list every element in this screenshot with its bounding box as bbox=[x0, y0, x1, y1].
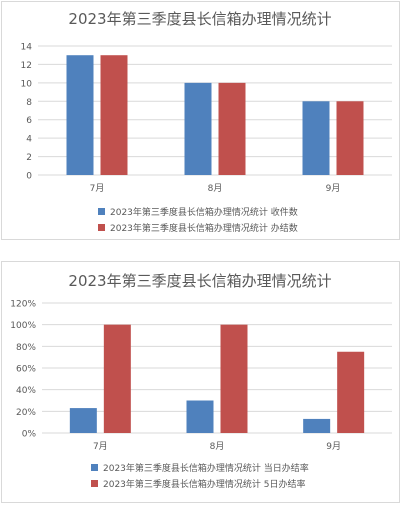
legend-swatch bbox=[98, 224, 105, 231]
y-tick-label: 14 bbox=[21, 43, 33, 53]
x-tick-label: 9月 bbox=[326, 183, 341, 194]
legend-swatch bbox=[91, 464, 98, 471]
x-tick-label: 7月 bbox=[90, 183, 105, 194]
legend-label: 2023年第三季度县长信箱办理情况统计 办结数 bbox=[110, 222, 298, 234]
bar-series-1 bbox=[66, 55, 94, 175]
bar-series-2 bbox=[100, 55, 128, 175]
chart-1-title: 2023年第三季度县长信箱办理情况统计 bbox=[68, 10, 331, 28]
bar-series-1 bbox=[303, 418, 331, 433]
x-tick-label: 7月 bbox=[93, 441, 108, 452]
chart-panel-1: 2023年第三季度县长信箱办理情况统计 0 2 4 6 8 10 12 14 7月 8月 9月 202… bbox=[0, 0, 401, 242]
chart-1: 2023年第三季度县长信箱办理情况统计 0 2 4 6 8 10 12 14 7月 8月 9月 202… bbox=[1, 1, 400, 240]
bar-series-1 bbox=[69, 408, 97, 433]
y-tick-label: 0 bbox=[26, 172, 32, 182]
chart-panel-2: 2023年第三季度县长信箱办理情况统计 0% 20% 40% 60% 80% 100% 12… bbox=[0, 260, 401, 505]
bar-series-1 bbox=[184, 82, 212, 175]
y-tick-label: 40% bbox=[16, 386, 36, 396]
y-tick-label: 4 bbox=[26, 135, 32, 145]
chart-2-title: 2023年第三季度县长信箱办理情况统计 bbox=[68, 272, 331, 290]
legend-swatch bbox=[91, 480, 98, 487]
y-tick-label: 80% bbox=[16, 343, 36, 353]
x-tick-label: 8月 bbox=[210, 441, 225, 452]
x-tick-label: 9月 bbox=[326, 441, 341, 452]
x-tick-label: 8月 bbox=[208, 183, 223, 194]
y-tick-label: 20% bbox=[16, 408, 36, 418]
y-tick-label: 0% bbox=[22, 430, 37, 440]
y-tick-label: 60% bbox=[16, 365, 36, 375]
y-tick-label: 120% bbox=[10, 300, 36, 310]
bar-series-2 bbox=[220, 324, 248, 433]
legend-swatch bbox=[98, 208, 105, 215]
bar-series-2 bbox=[218, 82, 246, 175]
legend-label: 2023年第三季度县长信箱办理情况统计 当日办结率 bbox=[103, 462, 309, 474]
y-tick-label: 6 bbox=[26, 116, 32, 126]
chart-2: 2023年第三季度县长信箱办理情况统计 0% 20% 40% 60% 80% 100% 12… bbox=[1, 261, 400, 503]
legend-label: 2023年第三季度县长信箱办理情况统计 5日办结率 bbox=[103, 478, 306, 490]
y-tick-label: 8 bbox=[26, 98, 32, 108]
chart-2-frame bbox=[1, 261, 400, 503]
y-tick-label: 12 bbox=[21, 61, 32, 71]
bar-series-2 bbox=[103, 324, 131, 433]
y-tick-label: 10 bbox=[21, 79, 33, 89]
y-tick-label: 2 bbox=[26, 153, 32, 163]
bar-series-1 bbox=[186, 400, 214, 433]
legend-label: 2023年第三季度县长信箱办理情况统计 收件数 bbox=[110, 206, 298, 218]
bar-series-2 bbox=[337, 351, 365, 433]
bar-series-1 bbox=[302, 101, 330, 175]
bar-series-2 bbox=[336, 101, 364, 175]
y-tick-label: 100% bbox=[10, 321, 36, 331]
